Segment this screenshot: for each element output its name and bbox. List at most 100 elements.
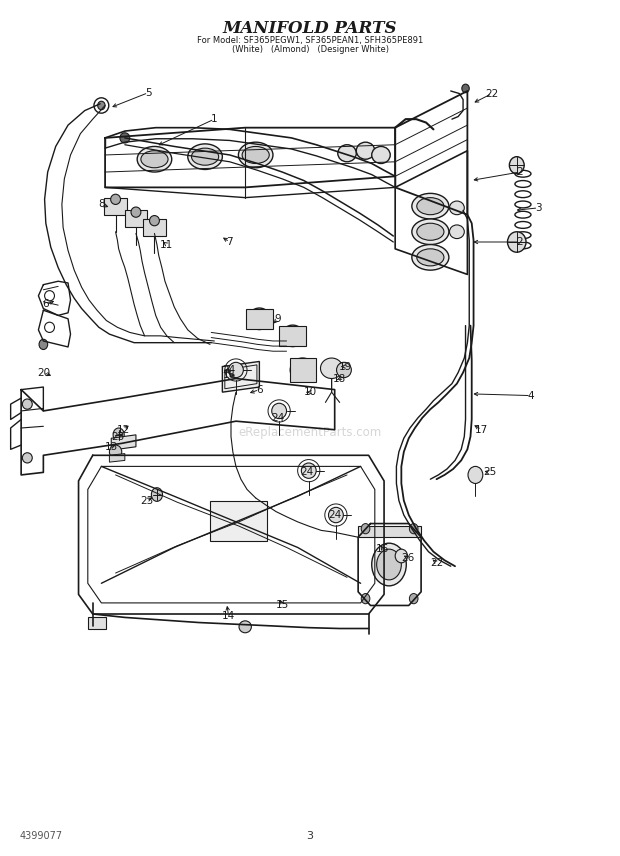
Text: 15: 15: [276, 600, 289, 610]
Text: (White)   (Almond)   (Designer White): (White) (Almond) (Designer White): [231, 45, 389, 54]
Ellipse shape: [510, 157, 524, 174]
Text: 24: 24: [222, 365, 235, 375]
Text: 3: 3: [535, 203, 542, 213]
Text: 26: 26: [401, 553, 414, 562]
Text: 18: 18: [333, 373, 346, 383]
Text: 24: 24: [272, 413, 285, 423]
Ellipse shape: [22, 453, 32, 463]
Ellipse shape: [149, 216, 159, 226]
Ellipse shape: [395, 550, 407, 562]
Polygon shape: [143, 219, 166, 236]
Text: 24: 24: [328, 510, 342, 520]
Ellipse shape: [409, 524, 418, 534]
Ellipse shape: [229, 362, 243, 377]
Text: 22: 22: [485, 88, 498, 98]
Ellipse shape: [22, 399, 32, 409]
Ellipse shape: [450, 225, 464, 239]
Ellipse shape: [192, 148, 219, 165]
Ellipse shape: [321, 358, 343, 378]
Ellipse shape: [412, 219, 449, 245]
Text: MANIFOLD PARTS: MANIFOLD PARTS: [223, 21, 397, 37]
Ellipse shape: [417, 223, 444, 241]
Polygon shape: [125, 211, 147, 228]
Ellipse shape: [109, 445, 122, 459]
Ellipse shape: [113, 428, 124, 442]
Text: 11: 11: [160, 240, 174, 250]
Ellipse shape: [248, 308, 270, 330]
Text: 6: 6: [256, 384, 263, 395]
Ellipse shape: [337, 362, 352, 377]
Text: 6: 6: [43, 300, 49, 309]
Polygon shape: [88, 617, 106, 628]
Text: 10: 10: [303, 387, 317, 397]
Ellipse shape: [468, 467, 483, 484]
Ellipse shape: [290, 358, 315, 382]
Text: 4: 4: [528, 390, 534, 401]
Ellipse shape: [372, 146, 390, 163]
Text: 17: 17: [475, 425, 488, 435]
Text: 12: 12: [117, 425, 130, 435]
Ellipse shape: [39, 339, 48, 349]
Text: 5: 5: [145, 87, 152, 98]
Text: 25: 25: [484, 467, 497, 478]
Ellipse shape: [462, 84, 469, 92]
Text: 20: 20: [37, 367, 50, 377]
Text: 24: 24: [300, 467, 314, 478]
Ellipse shape: [508, 232, 526, 253]
Ellipse shape: [281, 325, 304, 347]
Ellipse shape: [141, 151, 168, 168]
Polygon shape: [246, 308, 273, 329]
Text: 16: 16: [223, 370, 236, 380]
Text: 14: 14: [222, 610, 235, 621]
Ellipse shape: [239, 142, 273, 168]
Text: 3: 3: [306, 831, 314, 841]
Ellipse shape: [242, 146, 269, 163]
Polygon shape: [223, 361, 259, 392]
Ellipse shape: [412, 245, 449, 270]
Ellipse shape: [239, 621, 251, 633]
Ellipse shape: [131, 207, 141, 217]
Polygon shape: [290, 358, 316, 382]
Ellipse shape: [286, 329, 299, 342]
Text: 4399077: 4399077: [20, 831, 63, 841]
Text: For Model: SF365PEGW1, SF365PEAN1, SFH365PE891: For Model: SF365PEGW1, SF365PEAN1, SFH36…: [197, 36, 423, 45]
Ellipse shape: [450, 201, 464, 215]
Polygon shape: [279, 325, 306, 346]
Polygon shape: [111, 435, 136, 450]
Ellipse shape: [253, 312, 266, 325]
Text: 9: 9: [275, 314, 281, 324]
Text: 8: 8: [98, 199, 105, 210]
Ellipse shape: [272, 403, 286, 419]
Ellipse shape: [417, 198, 444, 215]
Text: 16: 16: [376, 544, 389, 554]
Ellipse shape: [137, 146, 172, 172]
Text: 13: 13: [105, 442, 118, 452]
Text: 22: 22: [430, 558, 443, 568]
Text: 2: 2: [516, 237, 523, 247]
Ellipse shape: [361, 524, 370, 534]
Ellipse shape: [98, 101, 105, 110]
Text: 7: 7: [226, 237, 233, 247]
Ellipse shape: [151, 488, 162, 502]
Text: eReplacementParts.com: eReplacementParts.com: [238, 425, 382, 439]
Ellipse shape: [188, 144, 223, 169]
Text: 1: 1: [211, 114, 218, 124]
Polygon shape: [104, 198, 126, 215]
Ellipse shape: [301, 463, 316, 479]
Ellipse shape: [412, 193, 449, 219]
Text: 2: 2: [516, 167, 523, 177]
Ellipse shape: [120, 133, 130, 143]
Ellipse shape: [409, 593, 418, 603]
Ellipse shape: [356, 142, 375, 159]
Text: 19: 19: [339, 361, 352, 372]
Ellipse shape: [361, 593, 370, 603]
Text: 23: 23: [111, 431, 124, 442]
Polygon shape: [210, 501, 267, 541]
Polygon shape: [358, 526, 421, 538]
Ellipse shape: [372, 544, 406, 586]
Ellipse shape: [338, 145, 356, 162]
Ellipse shape: [417, 249, 444, 266]
Ellipse shape: [329, 508, 343, 523]
Text: 23: 23: [140, 496, 153, 506]
Polygon shape: [109, 454, 125, 462]
